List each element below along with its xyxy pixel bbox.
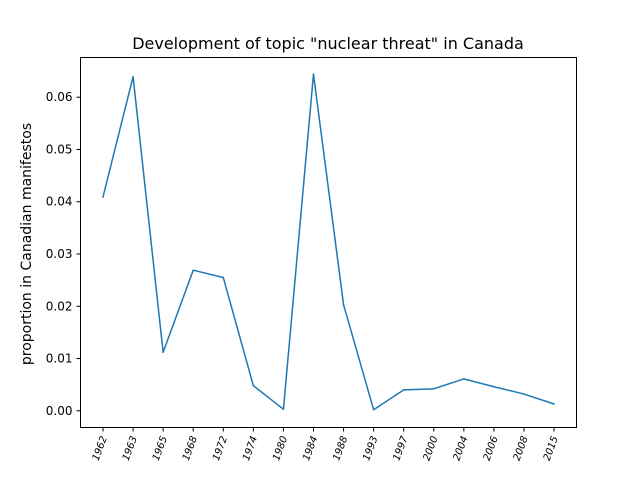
y-tick-label: 0.05 <box>46 142 73 156</box>
data-point <box>342 303 345 306</box>
y-tick-label: 0.03 <box>46 247 73 261</box>
y-tick-label: 0.04 <box>46 195 73 209</box>
axes-frame <box>80 57 577 428</box>
data-point <box>282 408 285 411</box>
chart-title: Development of topic "nuclear threat" in… <box>132 34 524 53</box>
y-axis-label: proportion in Canadian manifestos <box>19 123 35 365</box>
data-point <box>312 73 315 76</box>
data-point <box>372 408 375 411</box>
data-point <box>463 378 465 380</box>
data-point <box>102 196 104 198</box>
data-point <box>402 389 405 391</box>
data-point <box>523 393 525 395</box>
data-point <box>432 388 435 390</box>
y-tick-label: 0.01 <box>46 352 73 366</box>
data-point <box>192 269 195 271</box>
data-point <box>132 76 134 78</box>
data-point <box>222 276 225 279</box>
y-tick-label: 0.02 <box>46 299 73 313</box>
data-point <box>162 351 164 354</box>
y-tick-label: 0.06 <box>46 90 73 104</box>
data-point <box>553 403 555 405</box>
series-line <box>102 73 555 411</box>
y-tick-label: 0.00 <box>46 404 73 418</box>
data-point <box>493 385 495 388</box>
data-point <box>252 384 255 387</box>
